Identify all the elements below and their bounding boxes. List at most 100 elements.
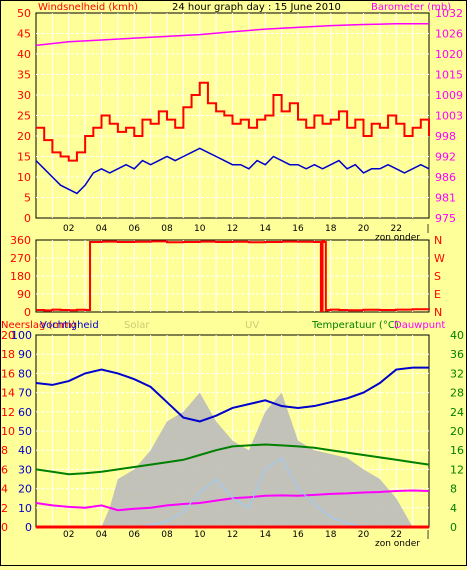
humidity-axis-title: Vochtigheid xyxy=(40,320,99,331)
dewpoint-label: Dauwpunt xyxy=(394,320,445,331)
vochtigheid-series xyxy=(35,366,429,423)
temperatuur-c-series xyxy=(35,443,430,476)
rain-tick-label: 6 xyxy=(1,463,8,476)
uv-label: UV xyxy=(245,320,259,331)
baro-tick-label: 981 xyxy=(435,192,456,205)
wind-tick-label: 35 xyxy=(17,69,31,82)
x-tick-label: 06 xyxy=(129,530,141,540)
x-tick-label: 06 xyxy=(129,224,141,234)
humidity-tick-label: 40 xyxy=(18,444,32,457)
direction-tick-label: 180 xyxy=(10,270,31,283)
wind-tick-label: 5 xyxy=(24,192,31,205)
x-tick-label: 16 xyxy=(292,224,304,234)
compass-tick-label: E xyxy=(434,288,441,301)
temperature-axis-title: Temperatuur (°C) xyxy=(311,320,399,331)
gemiddelde-windsnelheid-series xyxy=(35,147,430,195)
direction-tick-label: 90 xyxy=(17,288,31,301)
wind-tick-label: 45 xyxy=(17,28,31,41)
rain-tick-label: 16 xyxy=(1,367,15,380)
baro-axis-title: Barometer (mb) xyxy=(371,2,451,13)
rain-tick-label: 12 xyxy=(1,406,15,419)
rain-tick-label: 2 xyxy=(1,502,8,515)
windsnelheid-kmh-series xyxy=(36,81,430,162)
direction-degree-ticks: 0 90 180 270 360 xyxy=(10,234,31,319)
temperature-tick-label: 28 xyxy=(450,387,464,400)
wind-tick-label: 50 xyxy=(17,7,31,20)
baro-tick-label: 992 xyxy=(435,151,456,164)
compass-tick-label: N xyxy=(434,234,442,247)
sunset-label-top: zon onder xyxy=(375,233,420,243)
humidity-tick-label: 90 xyxy=(18,348,32,361)
humidity-tick-label: 10 xyxy=(18,502,32,515)
direction-tick-label: 0 xyxy=(24,306,31,319)
x-tick-label: 12 xyxy=(227,224,238,234)
wind-tick-label: 30 xyxy=(17,89,31,102)
solar-label: Solar xyxy=(124,320,150,331)
baro-tick-label: 975 xyxy=(435,212,456,225)
rain-axis-ticks: 0 2 4 6 8 10 12 14 16 18 20 xyxy=(1,329,15,534)
baro-tick-label: 1032 xyxy=(435,7,463,20)
wind-axis-ticks: 0 5 10 15 20 25 30 35 40 45 50 xyxy=(17,7,31,225)
x-tick-label: 08 xyxy=(161,530,173,540)
temperature-tick-label: 16 xyxy=(450,444,464,457)
compass-tick-label: S xyxy=(434,270,441,283)
wind-tick-label: 0 xyxy=(24,212,31,225)
x-tick-label: 16 xyxy=(292,530,304,540)
wind-tick-label: 10 xyxy=(17,171,31,184)
temperature-tick-label: 4 xyxy=(450,502,457,515)
temperature-axis-ticks: 0 4 8 12 16 20 24 28 32 36 40 xyxy=(450,329,464,534)
humidity-tick-label: 30 xyxy=(18,463,32,476)
chart-title: 24 hour graph day : 15 June 2010 xyxy=(172,2,341,13)
temperature-tick-label: 36 xyxy=(450,348,464,361)
panel3-x-ticks: 02 04 06 08 10 12 14 16 18 20 22 | xyxy=(63,530,430,540)
panel1-x-ticks: 02 04 06 08 10 12 14 16 18 20 22 | xyxy=(63,224,430,234)
rain-tick-label: 18 xyxy=(1,348,15,361)
x-tick-label: 18 xyxy=(325,224,337,234)
x-tick-label: 20 xyxy=(358,224,370,234)
baro-tick-label: 1020 xyxy=(435,48,463,61)
baro-tick-label: 998 xyxy=(435,130,456,143)
sunset-label-bottom: zon onder xyxy=(375,539,420,549)
x-tick-label: 08 xyxy=(161,224,173,234)
temperature-tick-label: 8 xyxy=(450,483,457,496)
baro-tick-label: 1009 xyxy=(435,89,463,102)
humidity-tick-label: 50 xyxy=(18,425,32,438)
humidity-axis-ticks: 0 10 20 30 40 50 60 70 80 90 100 xyxy=(11,329,32,534)
humidity-tick-label: 100 xyxy=(11,329,32,342)
baro-axis-ticks: 975 981 986 992 998 1003 1009 1015 1020 1026 1032 xyxy=(435,7,463,225)
panel3-series xyxy=(35,366,430,529)
wind-tick-label: 20 xyxy=(17,130,31,143)
x-tick-label: 18 xyxy=(325,530,337,540)
compass-tick-label: N xyxy=(434,306,442,319)
x-tick-label: 12 xyxy=(227,530,238,540)
x-tick-label: 04 xyxy=(96,530,108,540)
humidity-tick-label: 0 xyxy=(25,521,32,534)
x-tick-label: 02 xyxy=(63,224,74,234)
humidity-tick-label: 80 xyxy=(18,367,32,380)
rain-tick-label: 10 xyxy=(1,425,15,438)
baro-tick-label: 1026 xyxy=(435,28,463,41)
rain-tick-label: 14 xyxy=(1,387,15,400)
wind-tick-label: 25 xyxy=(17,110,31,123)
rain-tick-label: 20 xyxy=(1,329,15,342)
x-tick-label: 20 xyxy=(358,530,370,540)
temperature-tick-label: 32 xyxy=(450,367,464,380)
x-tick-label: 14 xyxy=(260,224,272,234)
compass-tick-label: W xyxy=(434,252,445,265)
sunset-tick: | xyxy=(426,530,429,540)
x-tick-label: 10 xyxy=(194,224,206,234)
baro-tick-label: 1003 xyxy=(435,110,463,123)
sunset-tick: | xyxy=(426,224,429,234)
direction-tick-label: 270 xyxy=(10,252,31,265)
wind-tick-label: 15 xyxy=(17,151,31,164)
x-tick-label: 14 xyxy=(260,530,272,540)
rain-tick-label: 8 xyxy=(1,444,8,457)
barometer-mb-series xyxy=(35,23,429,47)
x-tick-label: 04 xyxy=(96,224,108,234)
rain-axis-title: Neerslag (mm) xyxy=(1,320,76,331)
